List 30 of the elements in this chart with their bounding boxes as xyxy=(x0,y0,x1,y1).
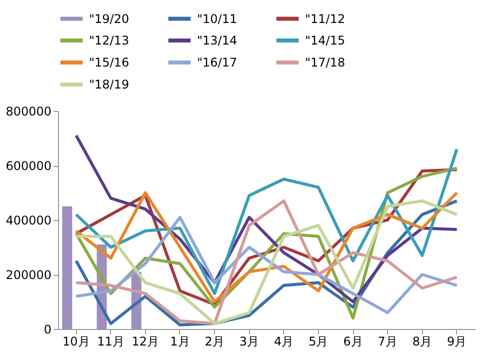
legend-label: "11/12 xyxy=(305,12,346,26)
legend-label: "10/11 xyxy=(197,12,238,26)
line-series xyxy=(74,216,458,314)
x-tick-label: 7月 xyxy=(378,334,398,348)
legend-label: "16/17 xyxy=(197,56,238,70)
x-tick-label: 10月 xyxy=(62,334,90,348)
x-tick-label: 4月 xyxy=(274,334,294,348)
legend-label: "12/13 xyxy=(89,34,130,48)
y-tick-label: 400000 xyxy=(6,214,52,228)
x-tick-label: 9月 xyxy=(447,334,467,348)
legend-label: "14/15 xyxy=(305,34,346,48)
y-tick-label: 200000 xyxy=(6,268,52,282)
y-tick-label: 800000 xyxy=(6,104,52,118)
line-series xyxy=(74,191,458,304)
x-tick-label: 12月 xyxy=(132,334,160,348)
x-tick-label: 3月 xyxy=(239,334,260,348)
legend-label: "19/20 xyxy=(89,12,130,26)
legend-label: "18/19 xyxy=(89,78,130,92)
bar xyxy=(62,206,72,329)
x-tick-label: 8月 xyxy=(412,334,432,348)
x-tick-label: 5月 xyxy=(308,334,328,348)
x-tick-label: 2月 xyxy=(204,334,224,348)
x-tick-label: 1月 xyxy=(170,334,190,348)
y-tick-label: 0 xyxy=(44,322,52,336)
y-tick-label: 600000 xyxy=(6,159,52,173)
legend-label: "17/18 xyxy=(305,56,346,70)
legend-label: "15/16 xyxy=(89,56,130,70)
x-tick-label: 6月 xyxy=(343,334,363,348)
legend-label: "13/14 xyxy=(197,34,238,48)
x-tick-label: 11月 xyxy=(97,334,124,348)
